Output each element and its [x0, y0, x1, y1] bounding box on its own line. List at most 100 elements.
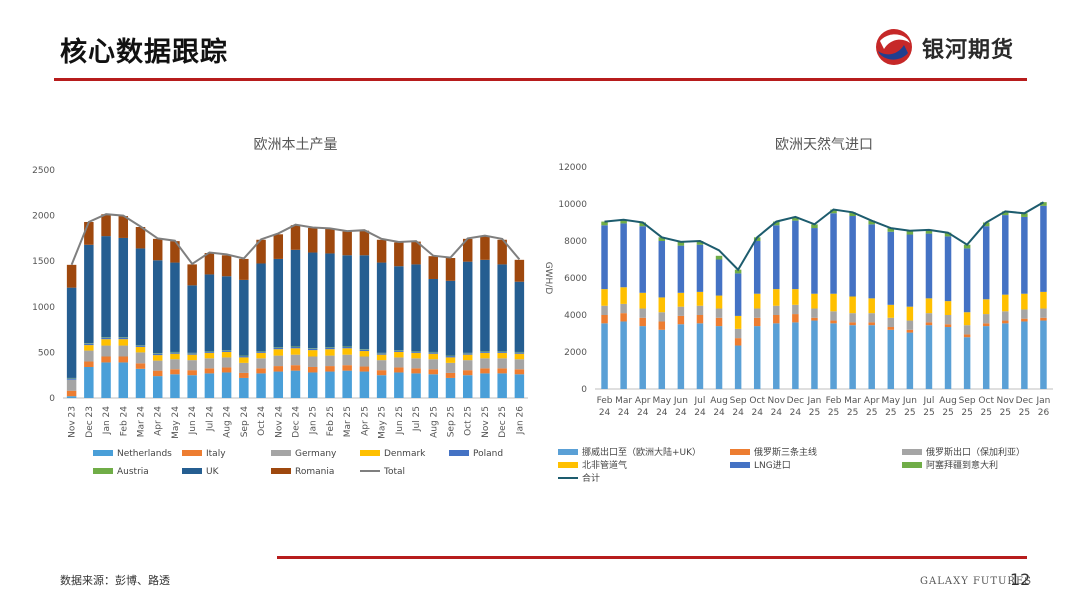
footer-rule — [277, 556, 1027, 559]
bar-series-1-sep-24 — [734, 338, 742, 346]
bar-italy-dec-23 — [84, 361, 94, 367]
bar-series-2-oct-24 — [753, 308, 761, 318]
bar-netherlands-mar-24 — [135, 368, 146, 398]
bar-germany-jun-24 — [187, 360, 197, 371]
bar-netherlands-nov-23 — [66, 396, 77, 398]
bar-germany-dec-25 — [497, 358, 507, 369]
footer-brand: GALAXY FUTURES — [920, 576, 1033, 587]
bar-uk-nov-24 — [273, 258, 284, 348]
y-tick-label: 10000 — [558, 200, 587, 210]
x-tick-label: Aug 25 — [939, 396, 957, 418]
bar-italy-jan-25 — [307, 366, 318, 373]
bar-romania-dec-25 — [497, 239, 507, 265]
header-rule — [54, 78, 1027, 81]
bar-netherlands-dec-23 — [84, 366, 94, 398]
bar-germany-feb-25 — [325, 355, 335, 367]
bar-italy-mar-25 — [342, 365, 352, 371]
x-tick-label: Nov 25 — [481, 406, 491, 438]
bar-poland-feb-25 — [325, 347, 335, 350]
bar-romania-jul-25 — [411, 241, 421, 265]
x-tick-label: Dec 25 — [498, 406, 508, 438]
bar-uk-may-25 — [887, 329, 895, 389]
legend-swatch-italy — [182, 450, 202, 456]
bar-series-2-feb-24 — [601, 305, 608, 315]
x-tick-label: Jun 24 — [673, 396, 688, 418]
bar-netherlands-sep-24 — [239, 377, 249, 398]
bar-series-1-jun-25 — [906, 329, 914, 333]
bar-netherlands-nov-24 — [273, 371, 284, 398]
y-tick-label: 8000 — [564, 237, 587, 247]
page-number: 12 — [1010, 570, 1031, 589]
x-tick-label: Dec 24 — [787, 396, 804, 418]
x-tick-label: May 24 — [171, 406, 181, 439]
bar-romania-aug-24 — [221, 255, 232, 277]
bar-uk-dec-23 — [84, 244, 94, 344]
bar-series-5-oct-25 — [982, 222, 990, 227]
bar-uk-feb-25 — [830, 323, 837, 389]
bar-series-3-dec-24 — [792, 289, 799, 305]
bar-series-1-mar-24 — [620, 313, 627, 322]
bar-series-3-feb-24 — [601, 289, 608, 306]
bar-poland-feb-24 — [118, 337, 129, 340]
bar-poland-oct-24 — [256, 351, 266, 353]
bar-italy-jul-24 — [204, 368, 215, 374]
bar-romania-oct-25 — [462, 238, 473, 262]
bar-poland-jul-24 — [204, 351, 215, 353]
total-line — [70, 213, 521, 266]
bar-uk-dec-25 — [497, 264, 507, 352]
bar-series-3-jul-25 — [925, 298, 933, 314]
bar-uk-jul-25 — [925, 325, 933, 389]
bar-poland-sep-25 — [445, 356, 456, 358]
bar-series-2-feb-25 — [830, 311, 837, 321]
bar-romania-oct-24 — [256, 239, 266, 264]
bar-germany-oct-24 — [256, 358, 266, 369]
bar-series-2-jan-25 — [811, 308, 818, 318]
x-tick-label: Nov 23 — [68, 406, 78, 438]
bar-poland-mar-25 — [342, 346, 352, 349]
bar-denmark-aug-24 — [221, 351, 232, 358]
y-tick-label: 2500 — [32, 166, 55, 176]
bar-lng-jan-26 — [1040, 205, 1047, 292]
bar-lng-oct-24 — [753, 241, 761, 294]
bar-uk-apr-25 — [868, 325, 875, 389]
bar-romania-nov-23 — [66, 264, 77, 288]
bar-romania-dec-24 — [290, 225, 301, 250]
bar-romania-jun-24 — [187, 264, 197, 286]
bar-italy-apr-25 — [359, 366, 370, 372]
bar-poland-aug-25 — [428, 352, 439, 354]
bar-uk-jul-24 — [204, 274, 215, 352]
bar-series-1-aug-25 — [944, 324, 952, 328]
y-axis-label: GWH/D — [543, 262, 553, 295]
bar-series-5-dec-24 — [792, 216, 799, 221]
bar-series-3-jun-24 — [677, 292, 685, 307]
bar-netherlands-jan-26 — [514, 374, 525, 398]
bar-series-2-mar-25 — [849, 313, 856, 323]
bar-uk-jan-24 — [101, 236, 111, 338]
bar-romania-mar-24 — [135, 227, 146, 249]
bar-series-3-nov-24 — [773, 289, 780, 306]
legend-label-total: 合计 — [582, 472, 600, 484]
bar-germany-mar-25 — [342, 354, 352, 366]
bar-uk-nov-24 — [773, 323, 780, 389]
bar-series-5-mar-25 — [849, 212, 856, 217]
bar-romania-may-25 — [376, 239, 387, 263]
bar-romania-nov-24 — [273, 234, 284, 259]
bar-netherlands-jan-25 — [307, 372, 318, 398]
bar-series-2-jun-24 — [677, 306, 685, 316]
legend-swatch-series-1 — [730, 449, 750, 455]
bar-italy-sep-25 — [445, 372, 456, 378]
bar-germany-aug-25 — [428, 359, 439, 370]
bar-romania-jan-25 — [307, 227, 318, 253]
x-tick-label: Oct 25 — [464, 406, 474, 436]
bar-italy-oct-24 — [256, 368, 266, 374]
x-tick-label: Jan 25 — [807, 396, 822, 418]
bar-series-1-feb-25 — [830, 320, 837, 324]
bar-series-2-dec-25 — [1021, 309, 1028, 319]
x-tick-label: Feb 25 — [326, 406, 336, 436]
bar-series-2-oct-25 — [982, 314, 990, 324]
bar-poland-jul-25 — [411, 351, 421, 353]
bar-poland-sep-24 — [239, 356, 249, 358]
bar-series-5-nov-25 — [1002, 211, 1009, 216]
x-tick-label: Aug 24 — [223, 406, 233, 438]
bar-netherlands-mar-25 — [342, 370, 352, 398]
